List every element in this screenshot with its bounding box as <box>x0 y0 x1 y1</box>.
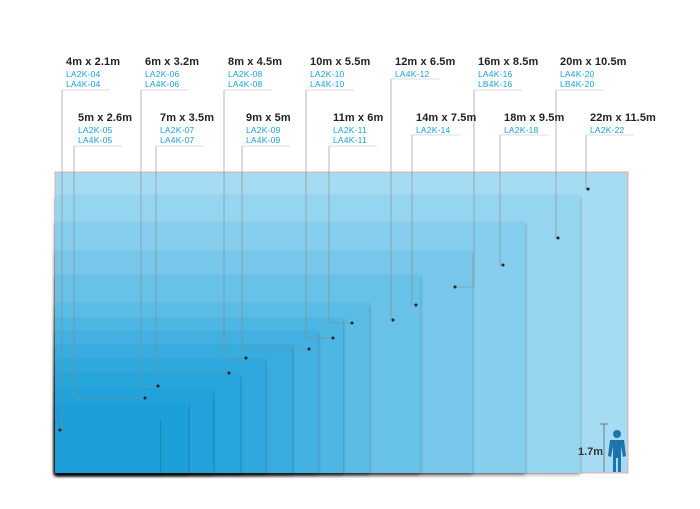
leader-dot-1 <box>58 428 62 432</box>
screen-label-1: 4m x 2.1m LA2K-04 LA4K-04 <box>66 56 120 89</box>
screen-size-text: 8m x 4.5m <box>228 56 283 68</box>
model-code-text: LA4K-10 <box>310 79 345 89</box>
leader-dot-12 <box>501 263 505 267</box>
screen-label-11: 16m x 8.5m LA4K-16 LB4K-16 <box>478 56 538 89</box>
screen-label-3: 6m x 3.2m LA2K-06 LA4K-06 <box>145 56 199 89</box>
model-code-text: LA2K-11 <box>333 125 367 135</box>
screen-size-text: 22m x 11.5m <box>590 112 656 124</box>
screen-label-6: 9m x 5m LA2K-09 LA4K-09 <box>246 112 291 145</box>
screen-size-text: 14m x 7.5m <box>416 112 477 124</box>
leader-line-5 <box>223 90 246 359</box>
leader-line-7 <box>305 90 333 339</box>
screen-rect-1 <box>55 419 160 473</box>
screen-label-13: 20m x 10.5m LA4K-20 LB4K-20 <box>560 56 627 89</box>
model-code-text: LA4K-20 <box>560 69 595 79</box>
screen-size-text: 16m x 8.5m <box>478 56 539 68</box>
leader-dot-8 <box>350 321 354 325</box>
screen-size-text: 18m x 9.5m <box>504 112 565 124</box>
model-code-text: LB4K-16 <box>478 79 513 89</box>
leader-line-8 <box>328 146 352 324</box>
model-code-text: LA4K-11 <box>333 135 367 145</box>
screen-size-text: 12m x 6.5m <box>395 56 456 68</box>
leader-line-6 <box>241 146 309 350</box>
screen-size-text: 7m x 3.5m <box>160 112 215 124</box>
leader-dot-13 <box>556 236 560 240</box>
leader-dot-9 <box>391 318 395 322</box>
model-code-text: LA2K-22 <box>590 125 625 135</box>
model-code-text: LA4K-09 <box>246 135 281 145</box>
screen-size-text: 6m x 3.2m <box>145 56 200 68</box>
leader-dot-4 <box>227 371 231 375</box>
model-code-text: LA4K-05 <box>78 135 113 145</box>
model-code-text: LA2K-04 <box>66 69 101 79</box>
leader-line-4 <box>155 146 229 374</box>
screen-label-14: 22m x 11.5m LA2K-22 <box>590 112 656 135</box>
model-code-text: LA4K-08 <box>228 79 263 89</box>
screen-size-text: 5m x 2.6m <box>78 112 133 124</box>
screen-label-4: 7m x 3.5m LA2K-07 LA4K-07 <box>160 112 214 145</box>
screen-size-text: 11m x 6m <box>333 112 384 124</box>
model-code-text: LA2K-08 <box>228 69 263 79</box>
leader-dot-5 <box>244 356 248 360</box>
screen-label-7: 10m x 5.5m LA2K-10 LA4K-10 <box>310 56 370 89</box>
leader-line-3 <box>140 90 158 387</box>
model-code-text: LA2K-14 <box>416 125 451 135</box>
model-code-text: LA2K-06 <box>145 69 180 79</box>
screen-size-text: 10m x 5.5m <box>310 56 371 68</box>
model-code-text: LA2K-18 <box>504 125 539 135</box>
human-figure-icon <box>608 430 626 472</box>
leader-dot-2 <box>143 396 147 400</box>
screen-label-2: 5m x 2.6m LA2K-05 LA4K-05 <box>78 112 132 145</box>
leader-dot-7 <box>331 336 335 340</box>
model-code-text: LB4K-20 <box>560 79 595 89</box>
model-code-text: LA2K-09 <box>246 125 281 135</box>
model-code-text: LA4K-16 <box>478 69 513 79</box>
leader-dot-3 <box>156 384 160 388</box>
leader-dot-14 <box>586 187 590 191</box>
human-height-label: 1.7m <box>578 446 604 458</box>
leader-line-11 <box>455 90 475 288</box>
screen-size-text: 4m x 2.1m <box>66 56 121 68</box>
leader-line-2 <box>73 146 145 399</box>
model-code-text: LA4K-12 <box>395 69 430 79</box>
leader-dot-10 <box>414 303 418 307</box>
screen-size-text: 9m x 5m <box>246 112 291 124</box>
model-code-text: LA2K-05 <box>78 125 113 135</box>
screen-label-5: 8m x 4.5m LA2K-08 LA4K-08 <box>228 56 282 89</box>
screen-label-12: 18m x 9.5m LA2K-18 <box>504 112 564 135</box>
model-code-text: LA4K-06 <box>145 79 180 89</box>
screen-label-10: 14m x 7.5m LA2K-14 <box>416 112 476 135</box>
model-code-text: LA2K-10 <box>310 69 345 79</box>
model-code-text: LA4K-04 <box>66 79 101 89</box>
screen-label-8: 11m x 6m LA2K-11 LA4K-11 <box>333 112 383 145</box>
screen-size-text: 20m x 10.5m <box>560 56 627 68</box>
screen-label-9: 12m x 6.5m LA4K-12 <box>395 56 455 79</box>
model-code-text: LA2K-07 <box>160 125 195 135</box>
leader-dot-11 <box>453 285 457 289</box>
leader-dot-6 <box>307 347 311 351</box>
model-code-text: LA4K-07 <box>160 135 195 145</box>
